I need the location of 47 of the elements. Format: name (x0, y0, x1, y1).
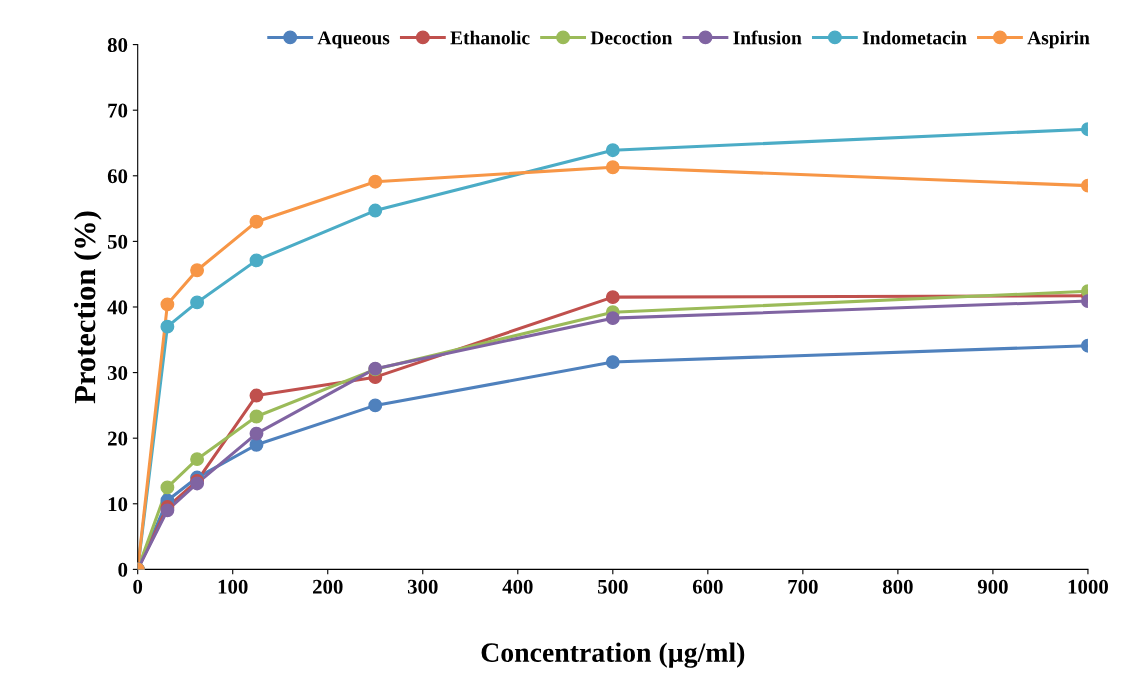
x-tick-label: 1000 (1068, 579, 1108, 594)
y-axis-title: Protection (%) (73, 211, 102, 404)
x-tick-label: 0 (133, 579, 143, 594)
point (249, 426, 264, 441)
point (605, 355, 620, 370)
point (368, 398, 383, 413)
point (249, 388, 264, 403)
point (605, 311, 620, 326)
x-tick-label: 100 (218, 579, 248, 594)
y-tick-label: 80 (107, 37, 128, 53)
point (605, 143, 620, 158)
point (249, 253, 264, 268)
y-tick-label: 0 (118, 562, 128, 577)
y-tick-label: 10 (108, 497, 128, 512)
x-tick-label: 800 (882, 579, 913, 594)
point (160, 297, 175, 312)
legend-label: Aqueous (317, 31, 390, 49)
legend-label: Ethanolic (450, 30, 530, 45)
x-tick-label: 700 (788, 579, 818, 594)
y-tick-label: 20 (108, 431, 128, 446)
point (368, 174, 383, 189)
point (605, 290, 620, 305)
point (368, 203, 383, 218)
legend-label: Decoction (590, 30, 673, 45)
point (249, 409, 264, 424)
point (190, 452, 205, 467)
y-tick-label: 30 (107, 365, 128, 381)
point (160, 480, 175, 495)
x-tick-label: 200 (312, 579, 343, 594)
x-tick-label: 300 (407, 579, 438, 594)
y-tick-label: 70 (108, 103, 128, 118)
legend-label: Indometacin (862, 30, 967, 45)
point (160, 319, 175, 334)
point (249, 214, 264, 229)
point (190, 263, 205, 278)
point (190, 295, 205, 310)
x-tick-label: 500 (598, 579, 628, 594)
x-tick-label: 400 (502, 579, 533, 594)
x-tick-label: 600 (692, 579, 723, 594)
point (605, 160, 620, 175)
x-tick-label: 900 (977, 579, 1008, 594)
y-tick-label: 40 (107, 300, 128, 315)
legend-label: Aspirin (1027, 30, 1090, 49)
y-tick-label: 50 (107, 234, 128, 249)
y-tick-label: 60 (107, 169, 128, 184)
legend-label: Infusion (733, 30, 802, 45)
x-axis-title: Concentration (µg/ml) (481, 642, 745, 668)
